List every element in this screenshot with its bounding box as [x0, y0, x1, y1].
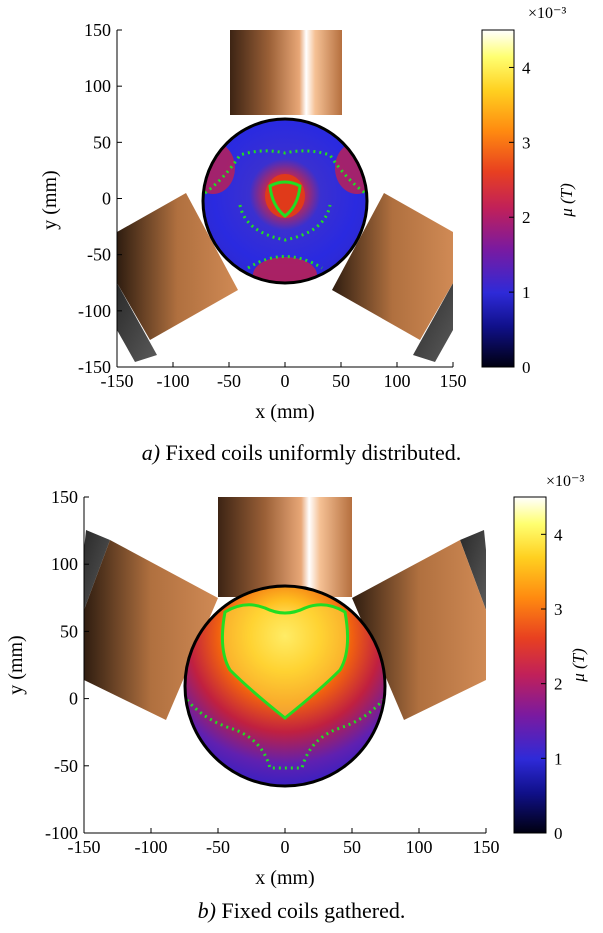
caption-b-label: b) — [197, 898, 216, 923]
colorbar-a: 0 1 2 3 4 ×10⁻³ μ (T) — [481, 5, 576, 377]
colorbar-label-a: μ (T) — [557, 183, 576, 218]
y-tick-label: 100 — [84, 76, 111, 96]
colorbar-tick-label: 4 — [522, 58, 531, 77]
y-tick-label: 100 — [51, 554, 78, 574]
colorbar-tick-label: 0 — [522, 358, 531, 377]
colorbar-tick-label: 1 — [522, 283, 531, 302]
x-tick-label: -100 — [157, 371, 190, 391]
field-map-a — [203, 119, 367, 283]
caption-a-text: Fixed coils uniformly distributed. — [165, 440, 462, 465]
colorbar-tick-label: 4 — [554, 525, 563, 544]
ticks-a: -150 -100 -50 0 50 100 150 150 100 50 0 -50 -100 -150 — [78, 20, 467, 391]
y-tick-label: -100 — [78, 301, 111, 321]
x-tick-label: 100 — [384, 371, 411, 391]
y-tick-label: -150 — [78, 357, 111, 377]
plot-area-b — [84, 497, 486, 788]
colorbar-tick-label: 3 — [554, 600, 563, 619]
colorbar-tick-label: 2 — [522, 208, 531, 227]
colorbar-exponent-b: ×10⁻³ — [546, 473, 584, 490]
y-tick-label: -50 — [87, 245, 111, 265]
top-coil-b — [218, 497, 352, 597]
xlabel-a: x (mm) — [255, 401, 314, 423]
colorbar-tick-label: 2 — [554, 675, 563, 694]
caption-a: a) Fixed coils uniformly distributed. — [0, 440, 603, 466]
colorbar-b: 0 1 2 3 4 ×10⁻³ μ (T) — [513, 473, 588, 843]
x-tick-label: -50 — [206, 837, 230, 857]
xlabel-b: x (mm) — [255, 867, 314, 889]
y-tick-label: 150 — [84, 20, 111, 40]
chart-a: -150 -100 -50 0 50 100 150150100500-50-100-150… — [39, 5, 576, 423]
field-map-b — [185, 586, 385, 786]
x-tick-label: -100 — [135, 837, 168, 857]
x-tick-label: -50 — [217, 371, 241, 391]
x-tick-label: 150 — [440, 371, 467, 391]
x-tick-label: 50 — [332, 371, 350, 391]
plot-area-a — [117, 30, 453, 362]
y-tick-label: 50 — [93, 132, 111, 152]
ylabel-b: y (mm) — [5, 635, 27, 694]
x-tick-label: 150 — [473, 837, 500, 857]
y-tick-label: 50 — [60, 621, 78, 641]
ylabel-a: y (mm) — [39, 170, 61, 229]
colorbar-tick-label: 0 — [554, 824, 563, 843]
x-tick-label: -150 — [68, 837, 101, 857]
y-tick-label: -50 — [54, 756, 78, 776]
left-coil-a — [117, 193, 238, 362]
top-coil-a — [230, 30, 342, 115]
colorbar-tick-label: 3 — [522, 133, 531, 152]
x-tick-label: 100 — [406, 837, 433, 857]
x-tick-label: -150 — [101, 371, 134, 391]
y-tick-label: -100 — [45, 823, 78, 843]
colorbar-label-b: μ (T) — [569, 648, 588, 683]
caption-a-label: a) — [141, 440, 161, 465]
x-tick-label: 0 — [281, 371, 290, 391]
caption-b-text: Fixed coils gathered. — [221, 898, 406, 923]
right-coil-a — [332, 193, 453, 362]
colorbar-exponent-a: ×10⁻³ — [528, 5, 566, 22]
x-tick-label: 0 — [281, 837, 290, 857]
y-tick-label: 0 — [69, 689, 78, 709]
y-tick-label: 150 — [51, 487, 78, 507]
y-tick-label: 0 — [102, 189, 111, 209]
colorbar-tick-label: 1 — [554, 749, 563, 768]
x-tick-label: 50 — [343, 837, 361, 857]
caption-b: b) Fixed coils gathered. — [0, 898, 603, 924]
